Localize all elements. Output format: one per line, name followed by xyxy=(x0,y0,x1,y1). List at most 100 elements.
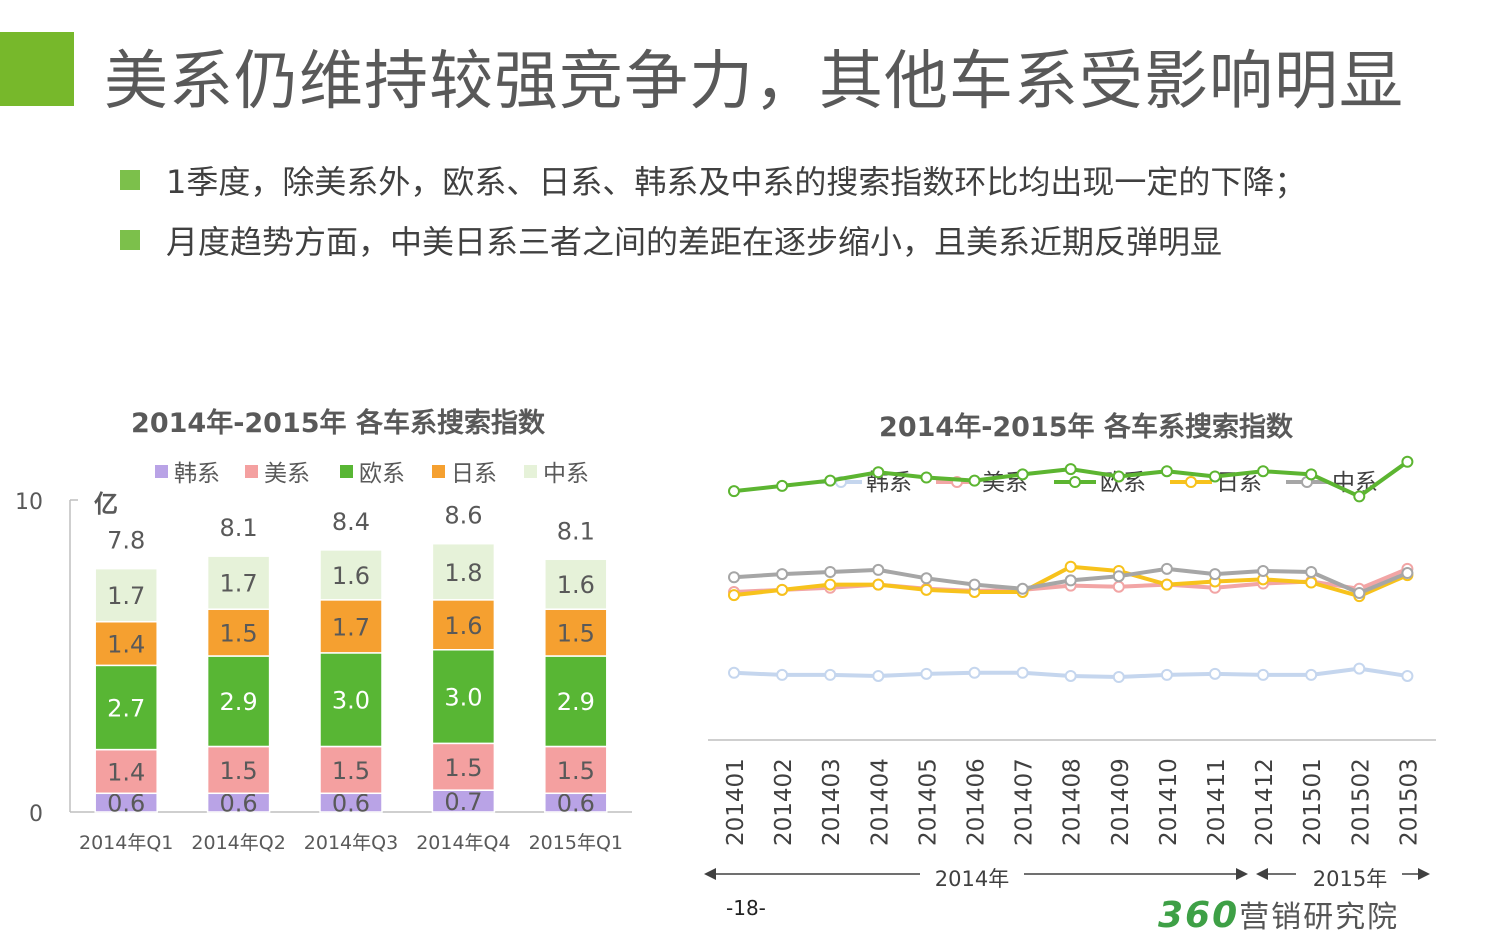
data-label: 0.6 xyxy=(220,790,258,818)
period-label: 2015年 xyxy=(1313,867,1387,891)
data-point xyxy=(1064,463,1077,476)
data-point xyxy=(968,474,981,487)
data-point xyxy=(776,568,789,581)
data-point xyxy=(1112,470,1125,483)
data-point xyxy=(1305,468,1318,481)
x-tick-label: 201501 xyxy=(1300,758,1326,846)
data-point xyxy=(1064,560,1077,573)
data-point xyxy=(920,583,933,596)
data-point xyxy=(1257,465,1270,478)
data-point xyxy=(1160,578,1173,591)
legend-swatch xyxy=(524,465,537,478)
total-label: 8.1 xyxy=(220,514,258,542)
x-tick-label: 201503 xyxy=(1396,758,1422,846)
x-tick-label: 201412 xyxy=(1252,758,1278,846)
data-point xyxy=(872,563,885,576)
data-label: 1.7 xyxy=(332,613,370,641)
data-label: 1.5 xyxy=(220,620,258,648)
bullet-item: 1季度，除美系外，欧系、日系、韩系及中系的搜索指数环比均出现一定的下降； xyxy=(120,150,1306,210)
data-label: 1.5 xyxy=(332,757,370,785)
data-point xyxy=(1209,568,1221,581)
logo-number: 360 xyxy=(1158,895,1240,936)
chart-title: 2014年-2015年 各车系搜索指数 xyxy=(131,407,546,439)
bar-segment xyxy=(319,745,383,795)
x-tick-label: 201408 xyxy=(1060,758,1086,846)
bar-segment xyxy=(431,542,496,601)
data-label: 1.5 xyxy=(444,754,482,782)
data-point xyxy=(824,474,837,487)
page-number: -18- xyxy=(726,896,766,920)
x-tick-label: 2015年Q1 xyxy=(529,832,623,854)
legend-marker xyxy=(1185,476,1197,488)
bar-segment xyxy=(319,549,383,601)
total-label: 7.8 xyxy=(107,527,145,555)
x-tick-label: 201402 xyxy=(771,758,797,846)
legend-label: 韩系 xyxy=(174,461,220,487)
data-label: 2.9 xyxy=(557,688,595,716)
y-tick-label: 0 xyxy=(29,802,43,827)
data-label: 1.8 xyxy=(444,559,482,587)
data-label: 1.6 xyxy=(444,612,482,640)
data-point xyxy=(776,479,789,492)
bar-segment xyxy=(206,745,271,795)
data-point xyxy=(824,578,837,591)
bar-segment xyxy=(544,558,608,610)
data-point xyxy=(1401,455,1414,468)
chart-title: 2014年-2015年 各车系搜索指数 xyxy=(879,411,1294,443)
square-bullet-icon xyxy=(120,230,140,250)
data-point xyxy=(1401,669,1414,682)
data-point xyxy=(728,666,740,679)
data-point xyxy=(1257,564,1270,577)
brand-logo: 360营销研究院 xyxy=(1158,892,1399,936)
data-label: 3.0 xyxy=(332,687,370,715)
data-point xyxy=(1401,567,1414,580)
data-label: 0.6 xyxy=(107,790,145,818)
x-tick-label: 2014年Q4 xyxy=(416,832,510,854)
bullet-item: 月度趋势方面，中美日系三者之间的差距在逐步缩小，且美系近期反弹明显 xyxy=(120,210,1306,270)
x-tick-label: 201403 xyxy=(819,758,845,846)
data-point xyxy=(1112,671,1125,683)
bullet-list: 1季度，除美系外，欧系、日系、韩系及中系的搜索指数环比均出现一定的下降； 月度趋… xyxy=(120,150,1306,270)
bar-segment xyxy=(544,655,608,748)
x-tick-label: 2014年Q3 xyxy=(304,832,398,854)
data-label: 1.7 xyxy=(107,582,145,610)
legend-swatch xyxy=(155,465,168,478)
data-point xyxy=(1016,468,1029,481)
data-point xyxy=(728,571,740,584)
data-point xyxy=(1160,562,1173,575)
data-point xyxy=(1064,669,1077,682)
x-tick-label: 201502 xyxy=(1348,758,1374,846)
data-label: 1.6 xyxy=(557,571,595,599)
y-tick-label: 10 xyxy=(15,490,43,515)
x-tick-label: 201404 xyxy=(867,758,893,846)
legend-swatch xyxy=(432,465,445,478)
total-label: 8.4 xyxy=(332,508,370,536)
square-bullet-icon xyxy=(120,170,140,190)
x-tick-label: 2014年Q2 xyxy=(191,832,285,854)
data-point xyxy=(824,668,837,681)
data-point xyxy=(776,583,789,596)
data-point xyxy=(1305,668,1318,681)
data-point xyxy=(1257,668,1270,681)
total-label: 8.6 xyxy=(444,502,482,530)
x-tick-label: 201405 xyxy=(915,758,941,846)
data-label: 0.6 xyxy=(557,790,595,818)
bar-segment xyxy=(431,742,496,791)
bar-segment xyxy=(94,664,158,751)
data-label: 2.9 xyxy=(220,688,258,716)
data-point xyxy=(1209,470,1221,483)
data-point xyxy=(1064,574,1077,587)
data-point xyxy=(920,667,933,680)
y-axis-unit: 亿 xyxy=(94,490,118,518)
data-label: 1.5 xyxy=(220,757,258,785)
data-label: 1.4 xyxy=(107,631,145,659)
title-accent-block xyxy=(0,32,74,106)
data-point xyxy=(776,668,789,681)
data-point xyxy=(1016,582,1029,595)
x-tick-label: 201406 xyxy=(964,758,990,846)
bar-segment xyxy=(431,599,496,651)
data-point xyxy=(872,466,885,479)
legend-label: 中系 xyxy=(543,461,589,487)
data-label: 0.6 xyxy=(332,790,370,818)
data-label: 1.4 xyxy=(107,758,145,786)
